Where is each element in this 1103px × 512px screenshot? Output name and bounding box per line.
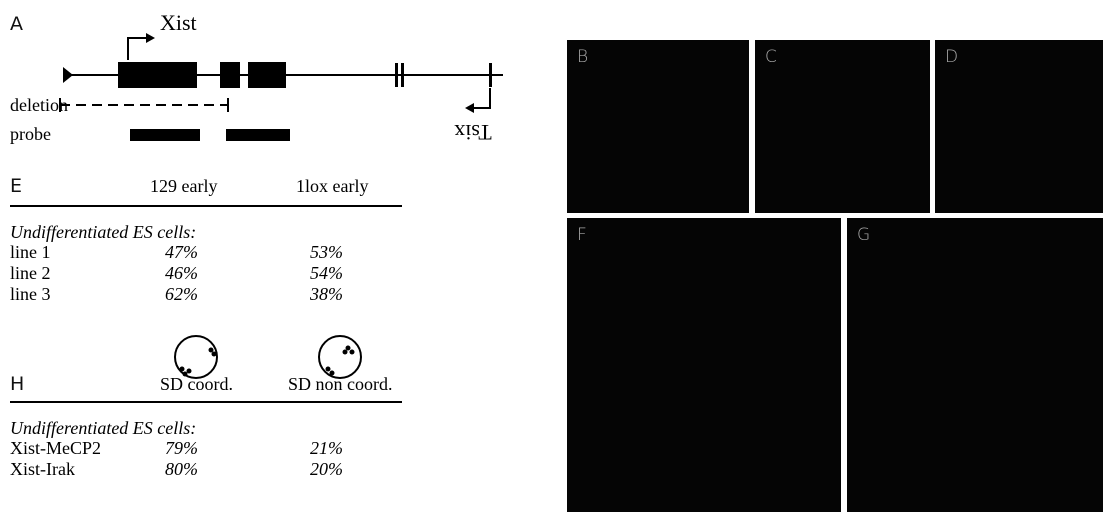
row-label: Xist-Irak [10,459,75,479]
panel-label: G [857,225,870,245]
gene-label: Xist [160,10,197,35]
micrograph [935,40,1103,213]
panel-label: F [577,225,587,245]
table-cell: 38% [309,284,343,304]
panel-label: E [10,175,22,197]
row-label: line 1 [10,242,51,262]
panel-label: H [10,373,24,395]
column-header: 1lox early [296,176,368,196]
panel-label: C [765,47,777,67]
table-cell: 21% [310,438,343,458]
figure: A Xist Tsix deletion probe E 129 early 1… [0,0,1103,512]
row-label: probe [10,124,51,144]
column-header: 129 early [150,176,217,196]
row-label: deletion [10,95,68,115]
panel-label: D [945,47,958,67]
table-cell: 54% [310,263,343,283]
table-subtitle: Undifferentiated ES cells: [10,418,196,438]
column-header: SD non coord. [288,374,393,394]
table-cell: 53% [310,242,343,262]
row-label: Xist-MeCP2 [10,438,101,458]
table-cell: 62% [165,284,198,304]
row-label: line 2 [10,263,51,283]
table-cell: 79% [165,438,198,458]
table-cell: 46% [165,263,198,283]
row-label: line 3 [10,284,51,304]
table-subtitle: Undifferentiated ES cells: [10,222,196,242]
table-cell: 47% [165,242,198,262]
nucleus-icons [175,336,361,378]
micrograph [567,40,749,213]
gene-diagram [60,33,503,141]
table-cell: 20% [310,459,343,479]
micrograph [755,40,930,213]
panel-label: B [577,47,588,67]
column-header: SD coord. [160,374,233,394]
gene-label: Tsix [454,120,492,145]
micrograph [847,218,1103,512]
table-cell: 80% [165,459,198,479]
micrograph [567,218,841,512]
panel-label: A [10,13,23,35]
